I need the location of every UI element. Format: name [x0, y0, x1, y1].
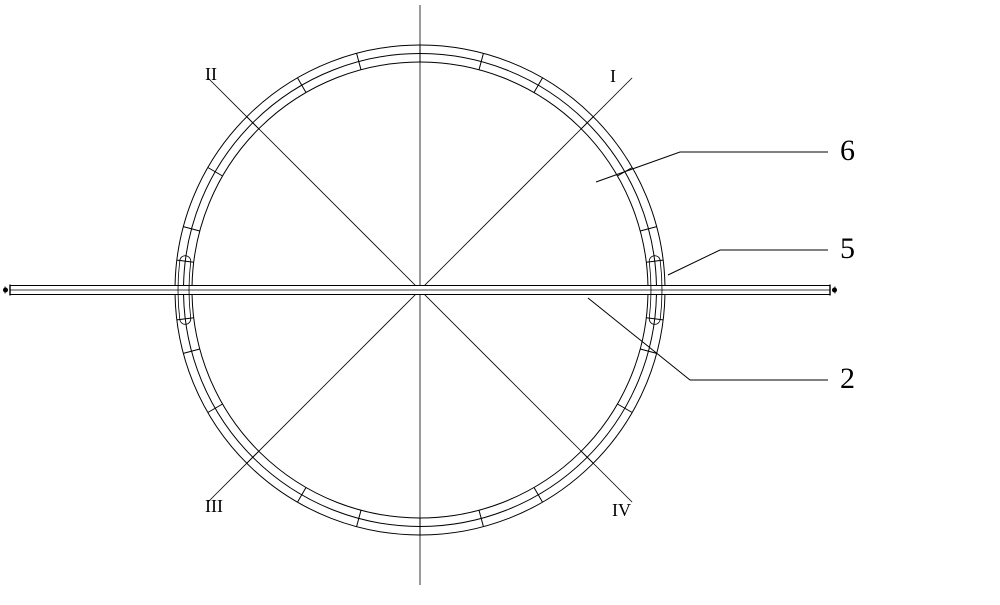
callout-label-2: 2 [840, 362, 855, 395]
callout-leader-2 [588, 298, 828, 380]
quadrant-label-ii: II [205, 64, 217, 84]
cross-bar [3, 285, 837, 296]
cross-bar-endbolt-right [832, 288, 837, 293]
quadrant-label-i: I [610, 66, 616, 86]
quadrant-label-iii: III [205, 496, 223, 516]
callout-label-6: 6 [840, 134, 855, 167]
cross-bar-endbolt-left [3, 288, 8, 293]
callout-label-5: 5 [840, 232, 855, 265]
quadrant-label-iv: IV [612, 500, 631, 520]
callout-leader-5 [668, 250, 828, 275]
